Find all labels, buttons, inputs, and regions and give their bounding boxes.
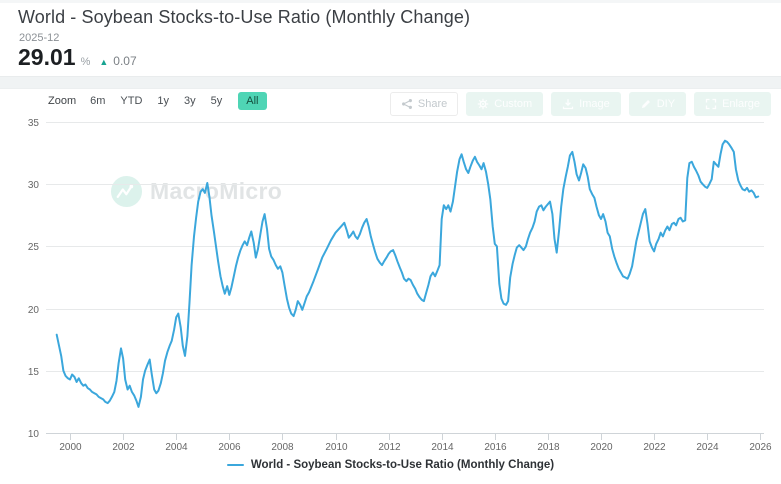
x-axis-tick-label: 2004 — [165, 442, 188, 453]
header-divider — [0, 76, 781, 89]
custom-button-label: Custom — [494, 98, 533, 110]
x-axis-tick-label: 2026 — [749, 442, 772, 453]
x-axis-tick-label: 2006 — [218, 442, 241, 453]
macromicro-logo-icon — [110, 175, 143, 208]
enlarge-icon — [705, 98, 717, 110]
x-axis-tick-label: 2018 — [537, 442, 560, 453]
diy-button[interactable]: DIY — [628, 92, 687, 116]
stat-date: 2025-12 — [19, 32, 60, 44]
diy-button-label: DIY — [656, 98, 676, 110]
x-axis-tick-label: 2002 — [112, 442, 135, 453]
legend-line-swatch — [226, 463, 244, 467]
y-axis-tick-label: 20 — [28, 305, 40, 316]
share-button-label: Share — [417, 98, 448, 110]
x-axis-tick-label: 2022 — [643, 442, 666, 453]
range-button-all[interactable]: All — [238, 92, 267, 110]
y-axis-tick-label: 35 — [28, 118, 40, 129]
custom-icon — [477, 98, 489, 110]
latest-value: 29.01 — [18, 44, 76, 70]
page-title: World - Soybean Stocks-to-Use Ratio (Mon… — [18, 7, 471, 27]
chart-toolbar: Zoom 6m YTD 1y 3y 5y All Share Custom Image DIY E… — [0, 92, 781, 118]
zoom-label: Zoom — [48, 95, 77, 107]
chart-actions: Share Custom Image DIY Enlarge — [389, 92, 771, 116]
series-line[interactable] — [55, 139, 760, 408]
x-axis-tick-label: 2024 — [696, 442, 719, 453]
x-axis-tick-label: 2016 — [484, 442, 507, 453]
change-value: 0.07 — [113, 54, 137, 68]
share-button[interactable]: Share — [389, 92, 459, 116]
latest-value-row: 29.01 % ▲ 0.07 — [18, 44, 137, 71]
range-button-5y[interactable]: 5y — [210, 95, 223, 107]
y-axis-tick-label: 10 — [28, 429, 40, 440]
image-icon — [562, 98, 574, 110]
x-axis-tick-label: 2020 — [590, 442, 613, 453]
range-button-ytd[interactable]: YTD — [120, 95, 143, 107]
page-top-strip — [0, 0, 781, 3]
change-up-arrow-icon: ▲ — [99, 57, 109, 67]
value-unit: % — [80, 56, 91, 68]
y-axis-tick-label: 25 — [28, 242, 40, 253]
enlarge-button-label: Enlarge — [722, 98, 760, 110]
custom-button[interactable]: Custom — [466, 92, 544, 116]
legend-label: World - Soybean Stocks-to-Use Ratio (Mon… — [250, 459, 555, 471]
diy-icon — [640, 98, 652, 110]
x-axis-tick-label: 2010 — [325, 442, 348, 453]
x-axis-tick-label: 2012 — [378, 442, 401, 453]
x-axis-tick-label: 2014 — [431, 442, 454, 453]
image-button-label: Image — [579, 98, 610, 110]
image-button[interactable]: Image — [551, 92, 621, 116]
share-icon — [401, 98, 413, 110]
y-axis-tick-label: 15 — [28, 367, 40, 378]
watermark: MacroMicro — [110, 175, 282, 208]
x-axis-tick-label: 2008 — [271, 442, 294, 453]
x-axis-tick-label: 2000 — [59, 442, 82, 453]
range-selector: Zoom 6m YTD 1y 3y 5y All — [48, 92, 267, 110]
chart-legend[interactable]: World - Soybean Stocks-to-Use Ratio (Mon… — [0, 459, 781, 471]
y-axis-tick-label: 30 — [28, 180, 40, 191]
watermark-text: MacroMicro — [150, 178, 283, 204]
range-button-1y[interactable]: 1y — [157, 95, 170, 107]
range-button-6m[interactable]: 6m — [90, 95, 106, 107]
enlarge-button[interactable]: Enlarge — [694, 92, 771, 116]
range-button-3y[interactable]: 3y — [184, 95, 196, 107]
